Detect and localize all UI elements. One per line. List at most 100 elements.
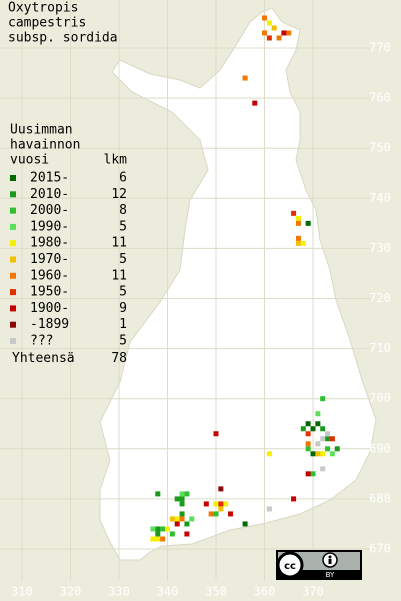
cc-icon	[276, 551, 304, 579]
legend-total-label: Yhteensä	[12, 351, 75, 366]
legend-label: -1899	[30, 317, 69, 332]
observation-square	[291, 496, 297, 502]
observation-square	[320, 451, 326, 457]
observation-square	[184, 491, 190, 497]
observation-square	[179, 501, 185, 507]
observation-square	[150, 526, 156, 532]
observation-square	[276, 35, 282, 41]
observation-square	[228, 511, 234, 517]
x-tick-label: 360	[254, 585, 276, 599]
observation-square	[310, 471, 316, 477]
observation-square	[310, 426, 316, 432]
observation-square	[179, 496, 185, 502]
observation-square	[320, 426, 326, 432]
observation-square	[329, 451, 335, 457]
y-tick-label: 770	[369, 41, 391, 55]
title-line: subsp. sordida	[8, 31, 118, 46]
observation-square	[174, 516, 180, 522]
y-tick-label: 750	[369, 141, 391, 155]
observation-square	[295, 235, 301, 241]
observation-square	[325, 436, 331, 442]
x-tick-label: 310	[11, 585, 33, 599]
y-tick-label: 740	[369, 191, 391, 205]
legend-count: 1	[119, 317, 127, 332]
title-line: campestris	[8, 16, 86, 31]
observation-square	[165, 526, 170, 532]
observation-square	[315, 441, 321, 447]
legend-label: 2015-	[30, 171, 69, 186]
observation-square	[223, 501, 229, 507]
legend-label: 1990-	[30, 219, 69, 234]
observation-square	[179, 511, 185, 517]
observation-square	[266, 20, 272, 26]
y-tick-label: 690	[369, 441, 391, 455]
legend: 2015- 6 2010- 12 2000- 8 1990- 5 1980- 11 1970- 5 19…	[10, 171, 127, 366]
observation-square	[320, 436, 326, 442]
x-tick-label: 330	[108, 585, 130, 599]
legend-count: 5	[119, 252, 127, 267]
x-tick-label: 370	[302, 585, 324, 599]
y-tick-label: 710	[369, 341, 391, 355]
observation-square	[208, 511, 214, 517]
observation-square	[213, 431, 219, 437]
observation-square	[300, 426, 306, 432]
observation-square	[305, 446, 311, 452]
observation-square	[271, 25, 277, 31]
legend-label: 1970-	[30, 252, 69, 267]
observation-square	[295, 240, 301, 246]
observation-square	[179, 491, 185, 497]
x-tick-label: 340	[157, 585, 179, 599]
observation-square	[305, 431, 311, 437]
legend-label: 1960-	[30, 268, 69, 283]
x-tick-label: 350	[205, 585, 227, 599]
observation-square	[286, 30, 292, 36]
legend-count: 9	[119, 301, 127, 316]
observation-square	[315, 451, 321, 457]
observation-square	[155, 531, 161, 537]
legend-label: 1980-	[30, 236, 69, 251]
observation-square	[242, 75, 248, 81]
observation-square	[218, 506, 224, 512]
legend-swatch	[10, 338, 16, 344]
observation-square	[295, 215, 301, 221]
observation-square	[160, 526, 166, 532]
observation-square	[266, 451, 272, 457]
observation-square	[184, 521, 190, 527]
observation-square	[150, 536, 156, 542]
observation-square	[174, 496, 180, 502]
observation-square	[262, 15, 267, 21]
observation-square	[213, 501, 219, 507]
observation-square	[320, 396, 326, 402]
legend-label: ???	[30, 334, 53, 349]
observations	[150, 15, 340, 542]
y-tick-label: 760	[369, 91, 391, 105]
legend-count: 8	[119, 203, 127, 218]
legend-label: 1900-	[30, 301, 69, 316]
observation-square	[262, 30, 267, 36]
legend-count: 11	[111, 268, 127, 283]
observation-square	[291, 210, 297, 216]
observation-square	[155, 526, 161, 532]
observation-square	[266, 506, 272, 512]
by-icon-head	[328, 555, 332, 559]
observation-square	[305, 441, 311, 447]
legend-swatch	[10, 175, 16, 181]
legend-count: 5	[119, 219, 127, 234]
by-icon-body	[328, 559, 332, 564]
observation-square	[252, 100, 258, 106]
y-tick-label: 700	[369, 391, 391, 405]
observation-square	[334, 446, 340, 452]
observation-square	[310, 451, 316, 457]
observation-square	[300, 240, 306, 246]
title: Oxytropis campestris subsp. sordida	[8, 1, 118, 46]
observation-square	[281, 30, 287, 36]
observation-square	[305, 471, 311, 477]
legend-swatch	[10, 305, 16, 312]
observation-square	[155, 536, 161, 542]
observation-square	[305, 220, 311, 226]
y-tick-label: 670	[369, 542, 391, 556]
observation-square	[266, 35, 272, 41]
observation-square	[169, 531, 175, 537]
legend-count: 5	[119, 285, 127, 300]
